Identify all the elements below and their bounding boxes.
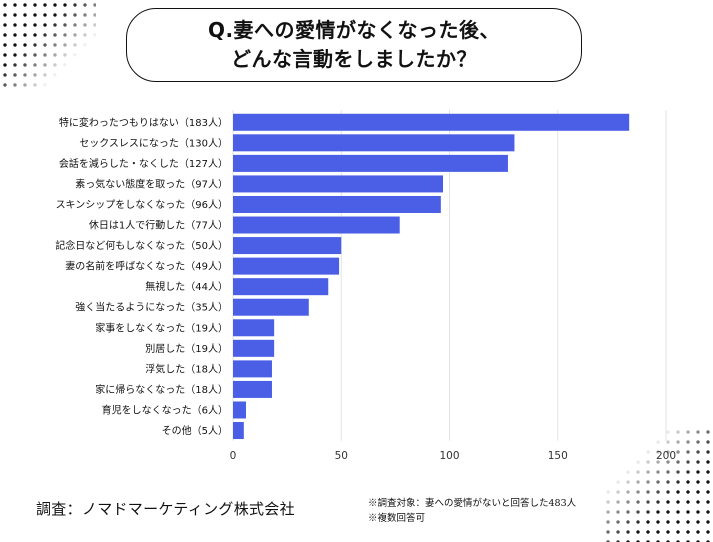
category-label: 育児をしなくなった（6人） xyxy=(102,403,228,416)
bar xyxy=(233,154,508,172)
bar xyxy=(233,319,275,337)
category-label: 休日は1人で行動した（77人） xyxy=(89,219,228,232)
x-tick-label: 100 xyxy=(439,450,459,462)
category-label: 強く当たるようになった（35人） xyxy=(75,301,228,314)
bar xyxy=(233,175,444,193)
halftone-dots-top-left xyxy=(0,0,96,90)
x-tick-label: 50 xyxy=(335,450,348,462)
category-label: 会話を減らした・なくした（127人） xyxy=(59,157,228,170)
x-tick-label: 200 xyxy=(656,450,676,462)
category-label: 別居した（19人） xyxy=(145,343,228,355)
category-label: その他（5人） xyxy=(162,424,228,437)
title-line-1: Q.妻への愛情がなくなった後、 xyxy=(207,18,501,42)
x-tick-label: 0 xyxy=(230,450,237,462)
category-label: 家に帰らなくなった（18人） xyxy=(95,383,228,396)
survey-company: 調査：ノマドマーケティング株式会社 xyxy=(36,500,295,518)
bar xyxy=(233,278,329,296)
x-tick-label: 150 xyxy=(548,450,568,462)
title-line-2: どんな言動をしましたか？ xyxy=(231,47,477,71)
category-label: 特に変わったつもりはない（183人） xyxy=(59,116,228,129)
bar xyxy=(233,401,246,419)
category-label: 浮気した（18人） xyxy=(145,362,228,375)
bar xyxy=(233,339,275,357)
bar xyxy=(233,298,309,316)
question-title-box: Q.妻への愛情がなくなった後、 どんな言動をしましたか？ xyxy=(126,8,582,82)
category-label: 無視した（44人） xyxy=(145,280,228,293)
bar xyxy=(233,216,400,234)
bar xyxy=(233,195,441,213)
category-label: 記念日など何もしなくなった（50人） xyxy=(55,239,228,252)
bar xyxy=(233,134,515,152)
bar xyxy=(233,113,630,131)
bar xyxy=(233,360,272,378)
survey-target-note: ※調査対象：妻への愛情がないと回答した483人 xyxy=(368,498,577,509)
bar xyxy=(233,257,340,275)
survey-notes: ※調査対象：妻への愛情がないと回答した483人 ※複数回答可 xyxy=(368,496,576,526)
category-label: 素っ気ない態度を取った（97人） xyxy=(75,177,228,190)
bar xyxy=(233,237,342,255)
bar xyxy=(233,422,244,440)
category-label: スキンシップをしなくなった（96人） xyxy=(56,199,228,211)
multiple-answer-note: ※複数回答可 xyxy=(368,513,426,524)
category-label: 妻の名前を呼ばなくなった（49人） xyxy=(65,260,228,273)
bar xyxy=(233,380,272,398)
category-label: セックスレスになった（130人） xyxy=(79,137,228,149)
category-label: 家事をしなくなった（19人） xyxy=(95,321,228,334)
halftone-dots-bottom-right xyxy=(603,427,713,542)
